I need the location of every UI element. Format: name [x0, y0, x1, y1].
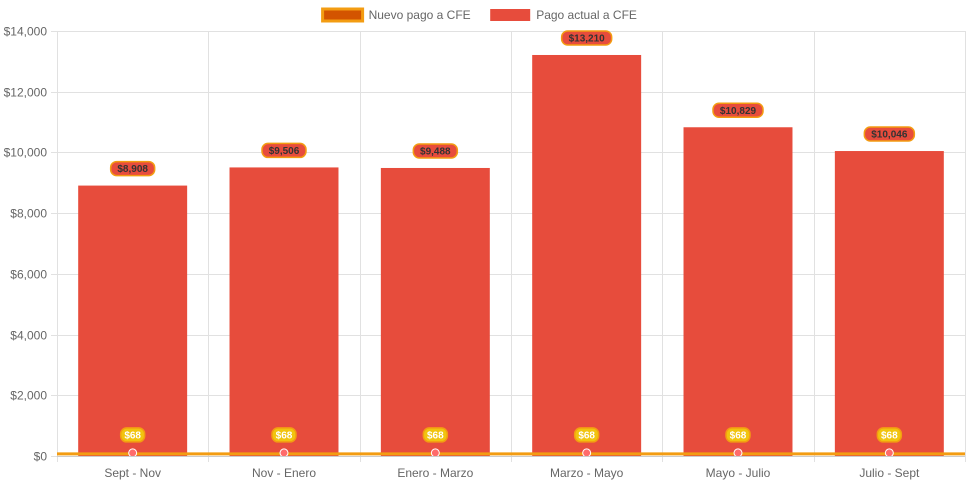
line-data-label: $68 [124, 430, 141, 441]
bar-data-label-bg [560, 30, 613, 46]
bar-data-label-bg [109, 160, 156, 177]
bar-data-label-bg [412, 143, 459, 159]
y-tick-label: $6,000 [10, 268, 47, 282]
bar [380, 167, 490, 456]
x-tick-label: Julio - Sept [859, 466, 920, 480]
line-point [582, 448, 592, 458]
line-data-label-bg [573, 427, 600, 443]
bar-data-label: $10,046 [871, 130, 908, 141]
legend-label: Pago actual a CFE [536, 8, 637, 22]
bar-data-label: $10,829 [720, 106, 757, 117]
line-data-label: $68 [578, 430, 595, 441]
line-data-label-bg [422, 427, 449, 443]
line-point [128, 448, 138, 458]
line-data-label-bg [725, 427, 751, 443]
x-tick-label: Marzo - Mayo [550, 466, 624, 480]
bar-data-label-bg [712, 102, 764, 119]
line-point [430, 448, 440, 458]
bar-data-label: $9,488 [420, 146, 451, 157]
line-point [733, 448, 743, 458]
bar [834, 151, 944, 456]
y-tick-label: $2,000 [10, 389, 47, 403]
legend[interactable]: Nuevo pago a CFE Pago actual a CFE [321, 7, 637, 23]
line-data-label-bg [119, 427, 146, 443]
line-point [884, 448, 894, 458]
grid [51, 31, 966, 462]
x-tick-label: Mayo - Julio [706, 466, 771, 480]
line-data-label-bg [271, 427, 297, 443]
bar-data-label: $13,210 [569, 33, 606, 44]
y-tick-label: $4,000 [10, 329, 47, 343]
line-series [57, 448, 965, 458]
line-point [279, 448, 289, 458]
y-tick-label: $0 [34, 450, 48, 464]
legend-swatch-new-payment [321, 7, 365, 23]
y-tick-label: $8,000 [10, 207, 47, 221]
x-tick-label: Sept - Nov [104, 466, 161, 480]
line-data-label: $68 [881, 430, 898, 441]
legend-swatch-current-payment [490, 9, 531, 21]
bar-data-label: $9,506 [269, 146, 300, 157]
line-data-label: $68 [730, 430, 747, 441]
x-tick-label: Nov - Enero [252, 466, 316, 480]
bar-series [78, 54, 944, 457]
line-data-label-bg [876, 427, 903, 443]
bar-data-label-bg [863, 126, 916, 142]
axes: $0 $2,000 $4,000 $6,000 $8,000 $10,000 $12,000… [4, 25, 965, 480]
line-data-label: $68 [427, 430, 444, 441]
bar [78, 185, 188, 457]
x-tick-label: Enero - Marzo [397, 466, 473, 480]
y-tick-label: $10,000 [4, 146, 48, 160]
bar [229, 167, 339, 457]
line-data-label: $68 [276, 430, 293, 441]
legend-label: Nuevo pago a CFE [369, 8, 471, 22]
y-tick-label: $12,000 [4, 86, 48, 100]
bar [532, 54, 642, 456]
bar-data-label-bg [261, 142, 307, 159]
y-tick-label: $14,000 [4, 25, 48, 39]
bar-data-label: $8,908 [117, 164, 148, 175]
data-labels: $8,908 $9,506 $9,488 $13,210 $10,829 $10,046 $… [109, 30, 916, 443]
bar [683, 127, 793, 456]
